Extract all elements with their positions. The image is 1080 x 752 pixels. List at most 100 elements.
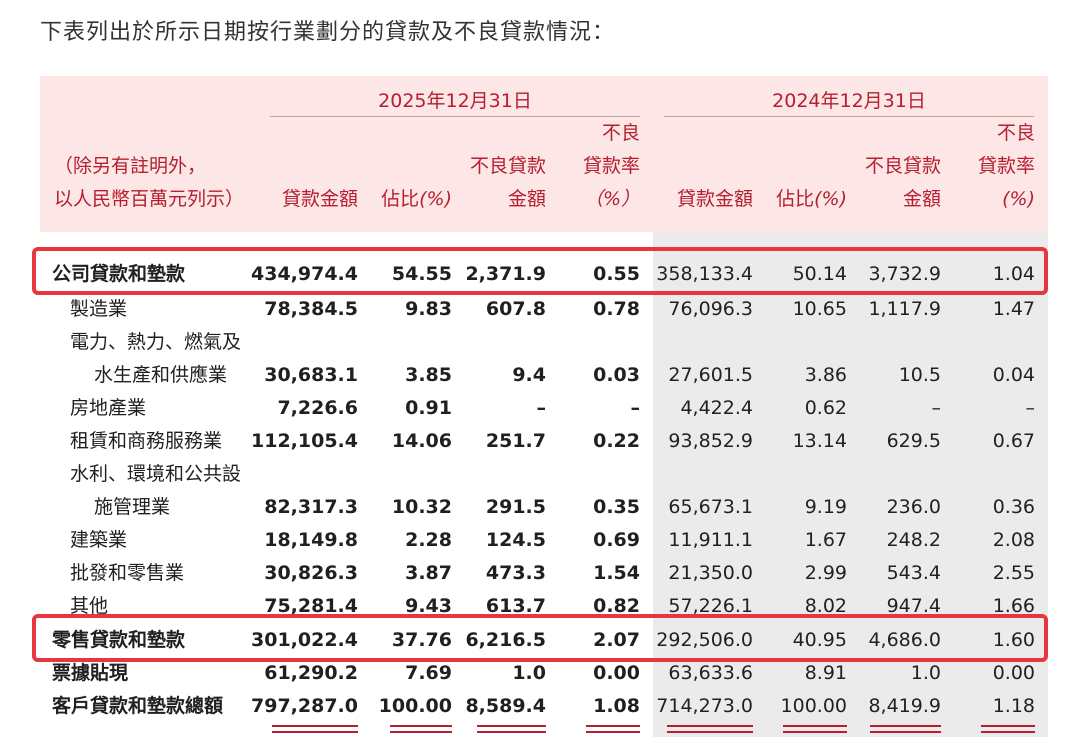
prior-loan-amount-cell: 358,133.4	[656, 263, 753, 285]
row-label: 其他	[70, 595, 109, 617]
total-double-underline	[272, 725, 358, 727]
prior-npl-ratio-cell: 0.67	[992, 430, 1035, 452]
prior-loan-amount-cell: 4,422.4	[680, 397, 753, 419]
current-npl-amount-cell: 613.7	[485, 595, 546, 617]
prior-share-cell: 3.86	[804, 364, 847, 386]
col-npl-ratio-line-1: 不良	[601, 122, 640, 144]
table-row: 水生產和供應業 30,683.1 3.85 9.4 0.03 27,601.5 3.86 10…	[40, 359, 1048, 391]
table-row: 租賃和商務服務業 112,105.4 14.06 251.7 0.22 93,852.9 1…	[40, 425, 1048, 457]
period-prior: 2024年12月31日	[772, 90, 926, 112]
table-row: 製造業 78,384.5 9.83 607.8 0.78 76,096.3 10.65 1,1…	[40, 293, 1048, 325]
table-row: 公司貸款和墊款 434,974.4 54.55 2,371.9 0.55 358,133.…	[40, 258, 1048, 290]
current-npl-ratio-cell: 0.22	[593, 430, 640, 452]
prior-period-shading	[653, 232, 1048, 737]
current-loan-amount-cell: 30,683.1	[264, 364, 358, 386]
current-loan-amount-cell: 434,974.4	[251, 263, 358, 285]
prior-share-cell: 100.00	[780, 695, 847, 717]
prior-share-cell: 2.99	[804, 562, 847, 584]
table-row: 其他 75,281.4 9.43 613.7 0.82 57,226.1 8.02 947.4…	[40, 590, 1048, 622]
table-row: 客戶貸款和墊款總額 797,287.0 100.00 8,589.4 1.08 714,2…	[40, 690, 1048, 722]
prior-npl-ratio-cell: 0.36	[992, 496, 1035, 518]
table-row: 房地產業 7,226.6 0.91 – – 4,422.4 0.62 – –	[40, 392, 1048, 424]
total-double-underline	[870, 731, 941, 733]
prior-npl-amount-cell: 543.4	[886, 562, 941, 584]
prior-share-cell: 10.65	[792, 298, 847, 320]
intro-text: 下表列出於所示日期按行業劃分的貸款及不良貸款情況：	[40, 20, 616, 45]
total-double-underline	[477, 731, 546, 733]
col-npl-amount-prior-line-2: 金額	[902, 188, 941, 210]
current-npl-amount-cell: 291.5	[485, 496, 546, 518]
table-row: 電力、熱力、燃氣及	[40, 326, 1048, 358]
current-share-cell: 37.76	[391, 629, 452, 651]
row-label: 電力、熱力、燃氣及	[70, 331, 242, 353]
table-row: 零售貸款和墊款 301,022.4 37.76 6,216.5 2.07 292,506.…	[40, 624, 1048, 656]
total-double-underline	[981, 731, 1035, 733]
table-row: 批發和零售業 30,826.3 3.87 473.3 1.54 21,350.0 2.99 5…	[40, 557, 1048, 589]
col-npl-ratio-line-2: 貸款率	[582, 155, 640, 177]
row-label: 零售貸款和墊款	[52, 629, 186, 651]
total-double-underline	[586, 725, 640, 727]
current-share-cell: 0.91	[405, 397, 452, 419]
current-npl-amount-cell: 1.0	[512, 662, 546, 684]
prior-npl-ratio-cell: 1.04	[992, 263, 1035, 285]
current-loan-amount-cell: 75,281.4	[264, 595, 358, 617]
current-share-cell: 2.28	[405, 529, 452, 551]
current-loan-amount-cell: 82,317.3	[264, 496, 358, 518]
row-label: 水生產和供應業	[94, 364, 228, 386]
current-npl-amount-cell: 473.3	[485, 562, 546, 584]
row-label: 施管理業	[94, 496, 171, 518]
col-npl-ratio-prior-line-2: 貸款率	[977, 155, 1035, 177]
prior-loan-amount-cell: 27,601.5	[668, 364, 753, 386]
prior-npl-amount-cell: 8,419.9	[868, 695, 941, 717]
prior-npl-ratio-cell: 1.60	[992, 629, 1035, 651]
current-loan-amount-cell: 78,384.5	[264, 298, 358, 320]
prior-share-cell: 13.14	[792, 430, 847, 452]
table-row: 建築業 18,149.8 2.28 124.5 0.69 11,911.1 1.67 248.…	[40, 524, 1048, 556]
col-npl-amount-current: 不良貸款 金額	[450, 150, 546, 216]
prior-npl-amount-cell: 3,732.9	[868, 263, 941, 285]
current-share-cell: 14.06	[391, 430, 452, 452]
col-loan-amount-prior: 貸款金額	[676, 188, 753, 210]
prior-loan-amount-cell: 714,273.0	[656, 695, 753, 717]
current-npl-ratio-cell: –	[630, 397, 641, 419]
prior-npl-ratio-cell: 1.66	[992, 595, 1035, 617]
prior-npl-amount-cell: 10.5	[898, 364, 941, 386]
current-loan-amount-cell: 797,287.0	[251, 695, 358, 717]
prior-npl-amount-cell: 248.2	[886, 529, 941, 551]
col-share-label: 佔比	[381, 188, 420, 210]
prior-loan-amount-cell: 292,506.0	[656, 629, 753, 651]
current-share-cell: 9.83	[405, 298, 452, 320]
col-loan-amount-current: 貸款金額	[281, 188, 358, 210]
total-double-underline	[783, 725, 847, 727]
prior-npl-amount-cell: 1.0	[910, 662, 941, 684]
col-npl-ratio-current: 不良 貸款率 （%）	[560, 117, 640, 216]
prior-loan-amount-cell: 65,673.1	[668, 496, 753, 518]
current-loan-amount-cell: 18,149.8	[264, 529, 358, 551]
prior-loan-amount-cell: 57,226.1	[668, 595, 753, 617]
prior-loan-amount-cell: 93,852.9	[668, 430, 753, 452]
current-npl-amount-cell: 6,216.5	[465, 629, 546, 651]
highlight-box-corporate	[32, 247, 1048, 295]
total-double-underline	[783, 731, 847, 733]
prior-npl-ratio-cell: 0.04	[992, 364, 1035, 386]
prior-npl-amount-cell: 1,117.9	[868, 298, 941, 320]
current-loan-amount-cell: 112,105.4	[251, 430, 358, 452]
col-share-unit-prior: (%)	[814, 188, 847, 210]
col-npl-amount-prior-line-1: 不良貸款	[864, 155, 941, 177]
current-npl-ratio-cell: 1.08	[593, 695, 640, 717]
highlight-box-retail	[32, 614, 1048, 662]
current-share-cell: 3.85	[405, 364, 452, 386]
col-share-prior: 佔比(%)	[765, 183, 847, 216]
period-current-rule	[270, 116, 640, 117]
total-double-underline	[667, 725, 753, 727]
current-loan-amount-cell: 61,290.2	[264, 662, 358, 684]
col-share-unit: (%)	[419, 188, 452, 210]
total-double-underline	[586, 731, 640, 733]
current-loan-amount-cell: 30,826.3	[264, 562, 358, 584]
total-double-underline	[981, 725, 1035, 727]
current-share-cell: 3.87	[405, 562, 452, 584]
row-label: 水利、環境和公共設	[70, 463, 242, 485]
current-share-cell: 7.69	[405, 662, 452, 684]
prior-npl-ratio-cell: 1.18	[992, 695, 1035, 717]
prior-share-cell: 50.14	[792, 263, 847, 285]
